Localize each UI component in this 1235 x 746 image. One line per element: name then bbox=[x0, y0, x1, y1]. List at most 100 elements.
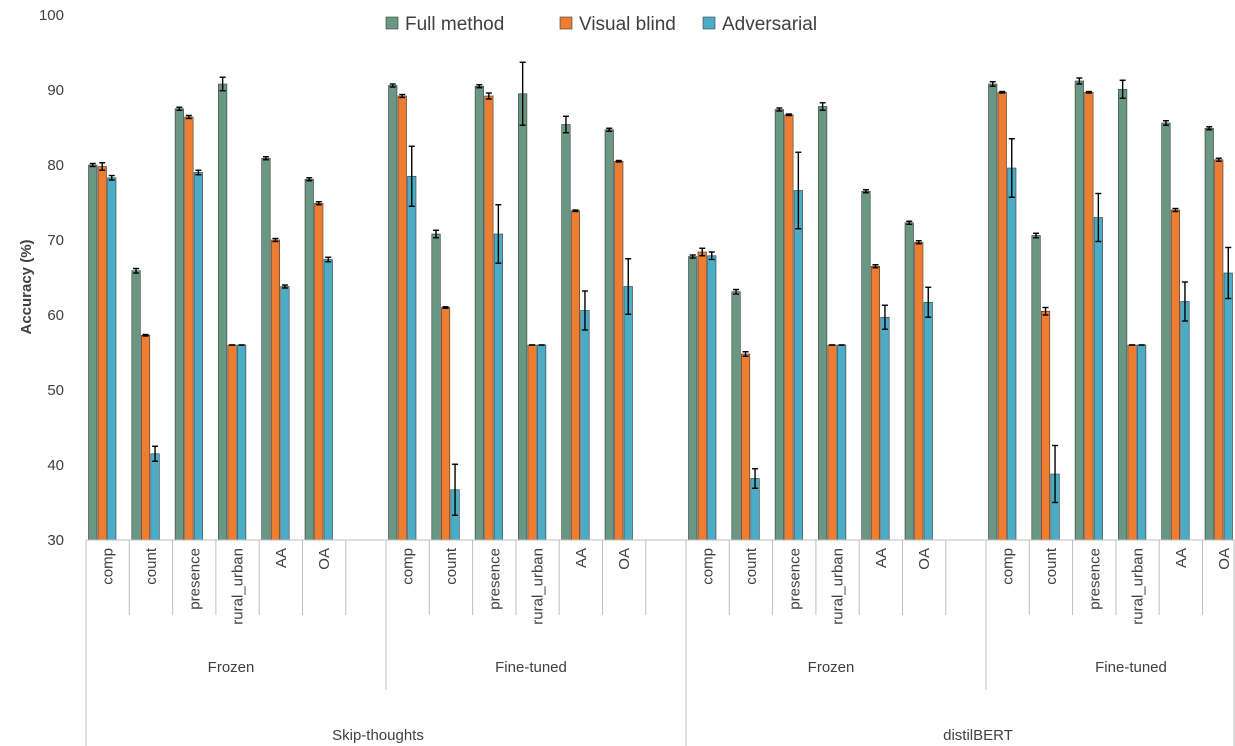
legend-swatch-adversarial bbox=[702, 16, 716, 30]
bar-adversarial bbox=[1093, 217, 1103, 541]
category-label: AA bbox=[573, 548, 590, 568]
bar-full-method bbox=[774, 109, 784, 541]
bar-full-method bbox=[818, 106, 828, 541]
y-tick-label: 90 bbox=[47, 82, 64, 99]
bar-full-method bbox=[518, 93, 528, 541]
bar-adversarial bbox=[837, 344, 847, 541]
bar-adversarial bbox=[537, 344, 547, 541]
bar-visual-blind bbox=[314, 202, 324, 541]
bar-full-method bbox=[304, 178, 314, 541]
bar-visual-blind bbox=[227, 344, 237, 541]
bar-full-method bbox=[731, 291, 741, 541]
bar-visual-blind bbox=[997, 91, 1007, 541]
category-label: presence bbox=[486, 548, 503, 610]
bar-visual-blind bbox=[784, 114, 794, 541]
category-label: count bbox=[743, 547, 760, 585]
y-tick-label: 40 bbox=[47, 457, 64, 474]
bar-full-method bbox=[1031, 235, 1041, 541]
bar-full-method bbox=[88, 164, 98, 541]
category-label: count bbox=[443, 547, 460, 585]
bar-full-method bbox=[431, 233, 441, 541]
bar-adversarial bbox=[150, 453, 160, 541]
bar-adversarial bbox=[1137, 344, 1147, 541]
category-label: count bbox=[143, 547, 160, 585]
group-label: Fine-tuned bbox=[1095, 659, 1167, 676]
y-tick-label: 70 bbox=[47, 232, 64, 249]
bar-adversarial bbox=[493, 233, 503, 541]
y-axis: 30 40 50 60 70 80 90 100 bbox=[39, 7, 64, 549]
category-label: presence bbox=[186, 548, 203, 610]
bar-adversarial bbox=[1223, 272, 1233, 541]
category-label: OA bbox=[1216, 548, 1233, 570]
bar-adversarial bbox=[923, 301, 933, 541]
outer-group-label: Skip-thoughts bbox=[332, 727, 424, 744]
bar-adversarial bbox=[193, 172, 203, 541]
group-label: Fine-tuned bbox=[495, 659, 567, 676]
bar-adversarial bbox=[107, 177, 117, 541]
bar-visual-blind bbox=[614, 160, 624, 541]
bar-full-method bbox=[1204, 127, 1214, 541]
bars bbox=[88, 61, 1233, 541]
bar-full-method bbox=[1118, 88, 1128, 541]
category-label: rural_urban bbox=[530, 548, 547, 625]
category-label: AA bbox=[1173, 548, 1190, 568]
bar-full-method bbox=[388, 85, 398, 541]
bar-full-method bbox=[561, 124, 571, 541]
bar-visual-blind bbox=[184, 116, 194, 541]
bar-visual-blind bbox=[141, 334, 151, 541]
category-label: comp bbox=[400, 548, 417, 585]
bar-adversarial bbox=[237, 344, 247, 541]
bar-visual-blind bbox=[1041, 310, 1051, 541]
bar-adversarial bbox=[1180, 301, 1190, 541]
bar-adversarial bbox=[707, 255, 717, 541]
legend-swatch-full-method bbox=[385, 16, 399, 30]
bar-visual-blind bbox=[870, 265, 881, 541]
bar-visual-blind bbox=[570, 210, 581, 541]
y-tick-label: 60 bbox=[47, 307, 64, 324]
bar-visual-blind bbox=[1170, 209, 1180, 541]
bar-adversarial bbox=[323, 259, 333, 541]
bar-full-method bbox=[1074, 80, 1084, 541]
bar-visual-blind bbox=[697, 251, 707, 541]
bar-visual-blind bbox=[1084, 91, 1094, 541]
bar-visual-blind bbox=[1127, 344, 1137, 541]
bar-adversarial bbox=[1007, 167, 1017, 541]
category-label: rural_urban bbox=[830, 548, 847, 625]
category-label: AA bbox=[273, 548, 290, 568]
bar-visual-blind bbox=[440, 307, 451, 541]
bar-full-method bbox=[688, 256, 698, 541]
bar-visual-blind bbox=[397, 95, 407, 541]
category-label: AA bbox=[873, 548, 890, 568]
bar-visual-blind bbox=[740, 353, 751, 541]
category-label: OA bbox=[316, 548, 333, 570]
legend-swatch-visual-blind bbox=[559, 16, 573, 30]
category-label: OA bbox=[616, 548, 633, 570]
bar-adversarial bbox=[880, 316, 890, 541]
bar-visual-blind bbox=[827, 344, 837, 541]
category-label: rural_urban bbox=[230, 548, 247, 625]
bar-visual-blind bbox=[1214, 159, 1224, 541]
bar-visual-blind bbox=[914, 241, 924, 541]
y-axis-label: Accuracy (%) bbox=[18, 239, 35, 334]
bar-full-method bbox=[174, 108, 184, 541]
y-tick-label: 50 bbox=[47, 382, 64, 399]
bar-full-method bbox=[1161, 122, 1171, 541]
legend: Full method Visual blind Adversarial bbox=[385, 14, 817, 35]
bar-adversarial bbox=[793, 190, 803, 541]
bar-adversarial bbox=[280, 286, 290, 541]
bar-full-method bbox=[261, 157, 271, 541]
legend-label-visual-blind: Visual blind bbox=[579, 14, 676, 35]
bar-adversarial bbox=[407, 175, 417, 541]
category-label: comp bbox=[1000, 548, 1017, 585]
category-label: OA bbox=[916, 548, 933, 570]
y-tick-label: 30 bbox=[47, 532, 64, 549]
x-axis: comp count presence rural_urban AA OA comp coun… bbox=[85, 539, 1235, 746]
bar-full-method bbox=[904, 222, 914, 541]
bar-adversarial bbox=[580, 310, 590, 541]
group-label: Frozen bbox=[808, 659, 855, 676]
bar-full-method bbox=[218, 83, 228, 541]
category-label: rural_urban bbox=[1130, 548, 1147, 625]
legend-label-full-method: Full method bbox=[405, 14, 504, 35]
bar-full-method bbox=[988, 83, 998, 541]
